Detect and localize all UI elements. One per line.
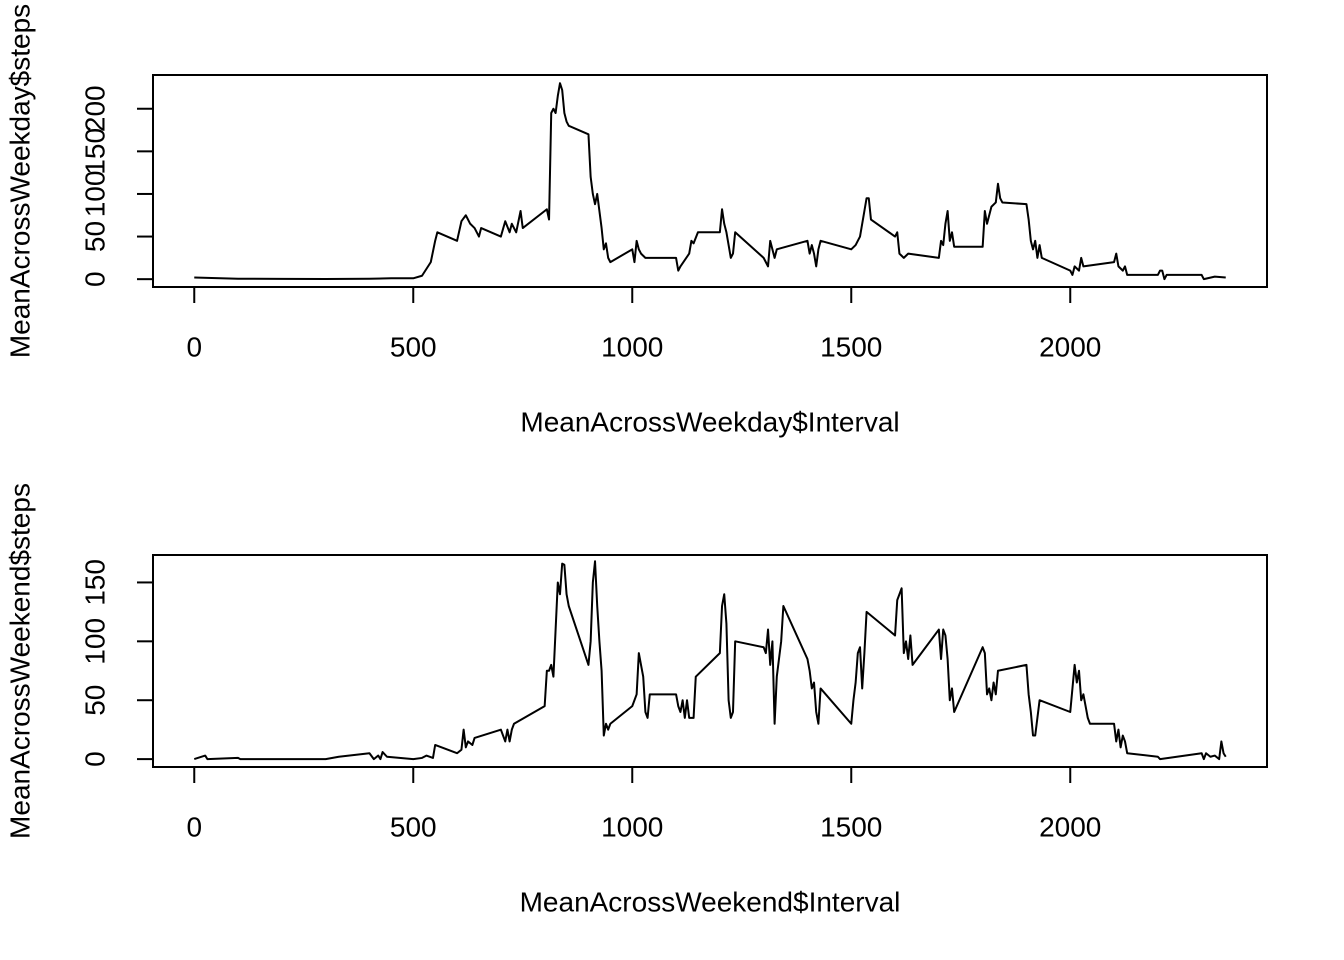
x-tick-label: 2000	[1039, 811, 1101, 842]
y-tick-label: 50	[79, 221, 110, 252]
x-tick-label: 500	[390, 811, 437, 842]
y-axis-title: MeanAcrossWeekday$steps	[4, 4, 35, 358]
plot-box	[152, 74, 1268, 288]
y-tick-label: 0	[79, 751, 110, 767]
x-tick-label: 1500	[820, 811, 882, 842]
x-tick-label: 1000	[601, 811, 663, 842]
plot-box	[152, 554, 1268, 768]
x-tick-label: 1500	[820, 331, 882, 362]
y-tick-label: 100	[79, 618, 110, 665]
x-tick-label: 0	[186, 331, 202, 362]
data-line	[193, 560, 1227, 761]
y-tick-label: 150	[79, 559, 110, 606]
x-axis-title: MeanAcrossWeekend$Interval	[520, 886, 901, 917]
x-tick-label: 1000	[601, 331, 663, 362]
y-tick-label: 0	[79, 271, 110, 287]
y-axis-title: MeanAcrossWeekend$steps	[4, 483, 35, 839]
x-tick-label: 0	[186, 811, 202, 842]
x-tick-label: 500	[390, 331, 437, 362]
y-tick-label: 200	[79, 85, 110, 132]
y-tick-label: 150	[79, 128, 110, 175]
data-line	[194, 82, 1226, 281]
x-axis-title: MeanAcrossWeekday$Interval	[520, 406, 899, 437]
y-tick-label: 50	[79, 685, 110, 716]
x-tick-label: 2000	[1039, 331, 1101, 362]
y-tick-label: 100	[79, 171, 110, 218]
